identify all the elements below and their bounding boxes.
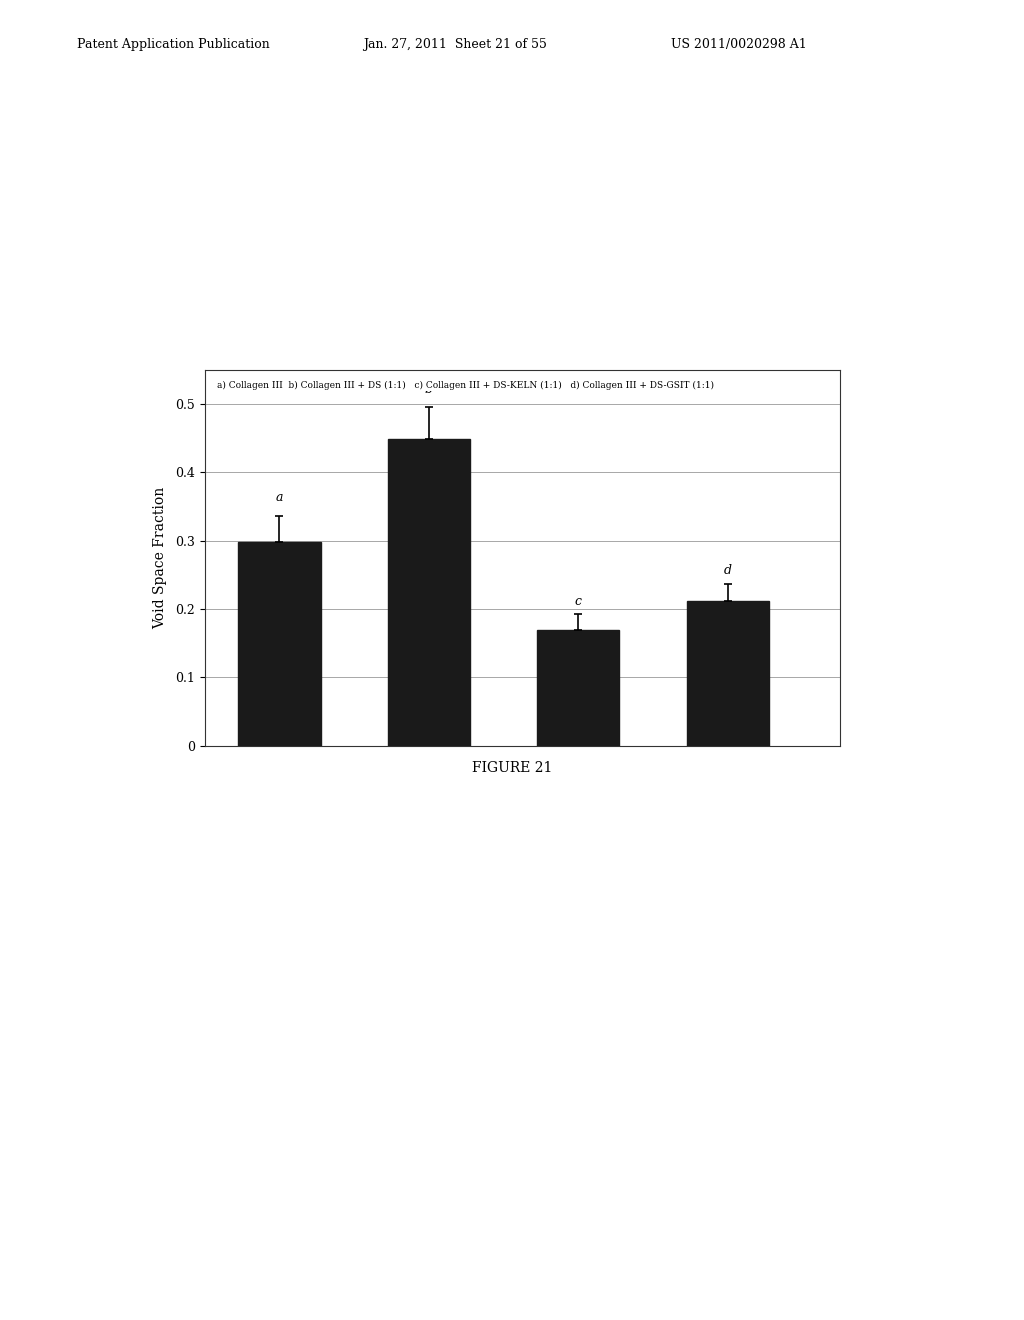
Text: Jan. 27, 2011  Sheet 21 of 55: Jan. 27, 2011 Sheet 21 of 55 [364,37,548,50]
Y-axis label: Void Space Fraction: Void Space Fraction [153,487,167,628]
Text: a: a [275,491,284,504]
Bar [239,543,321,746]
Text: d: d [724,564,731,577]
Text: c: c [574,594,582,607]
Text: b: b [425,383,433,396]
Text: US 2011/0020298 A1: US 2011/0020298 A1 [671,37,807,50]
Text: a) Collagen III  b) Collagen III + DS (1:1)   c) Collagen III + DS-KELN (1:1)   : a) Collagen III b) Collagen III + DS (1:… [217,381,715,389]
Text: FIGURE 21: FIGURE 21 [472,762,552,775]
Bar [686,601,769,746]
Bar [388,440,470,746]
Bar [538,630,620,746]
Text: Patent Application Publication: Patent Application Publication [77,37,269,50]
